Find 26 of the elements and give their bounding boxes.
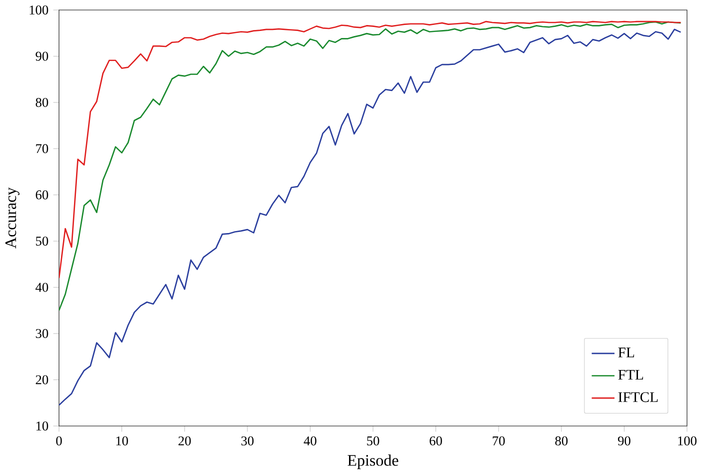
x-tick-label: 10 bbox=[116, 436, 128, 446]
x-tick-label: 40 bbox=[304, 436, 316, 446]
y-tick-label: 50 bbox=[36, 236, 48, 246]
legend-label: FL bbox=[618, 348, 634, 358]
y-tick-label: 90 bbox=[36, 52, 48, 61]
y-tick-label: 70 bbox=[36, 144, 48, 154]
y-tick-label: 40 bbox=[36, 282, 48, 292]
x-tick-label: 0 bbox=[56, 436, 62, 446]
y-tick-label: 20 bbox=[36, 375, 48, 384]
x-tick-label: 100 bbox=[678, 436, 697, 446]
y-tick-label: 100 bbox=[30, 6, 48, 14]
y-tick-label: 60 bbox=[36, 190, 48, 200]
x-tick-label: 80 bbox=[555, 436, 568, 446]
x-tick-label: 30 bbox=[241, 436, 254, 446]
x-tick-label: 60 bbox=[430, 436, 442, 446]
y-axis-title: Accuracy bbox=[5, 187, 20, 248]
x-axis-title: Episode bbox=[348, 454, 398, 470]
x-tick-label: 50 bbox=[367, 436, 380, 446]
y-tick-label: 80 bbox=[36, 98, 48, 107]
legend-label: FTL bbox=[618, 370, 644, 380]
y-tick-label: 30 bbox=[36, 329, 48, 338]
y-tick-label: 10 bbox=[36, 422, 48, 430]
legend-label: IFTCL bbox=[618, 392, 658, 402]
x-tick-label: 90 bbox=[618, 436, 630, 446]
x-tick-label: 20 bbox=[178, 436, 191, 446]
x-tick-label: 70 bbox=[492, 436, 505, 446]
